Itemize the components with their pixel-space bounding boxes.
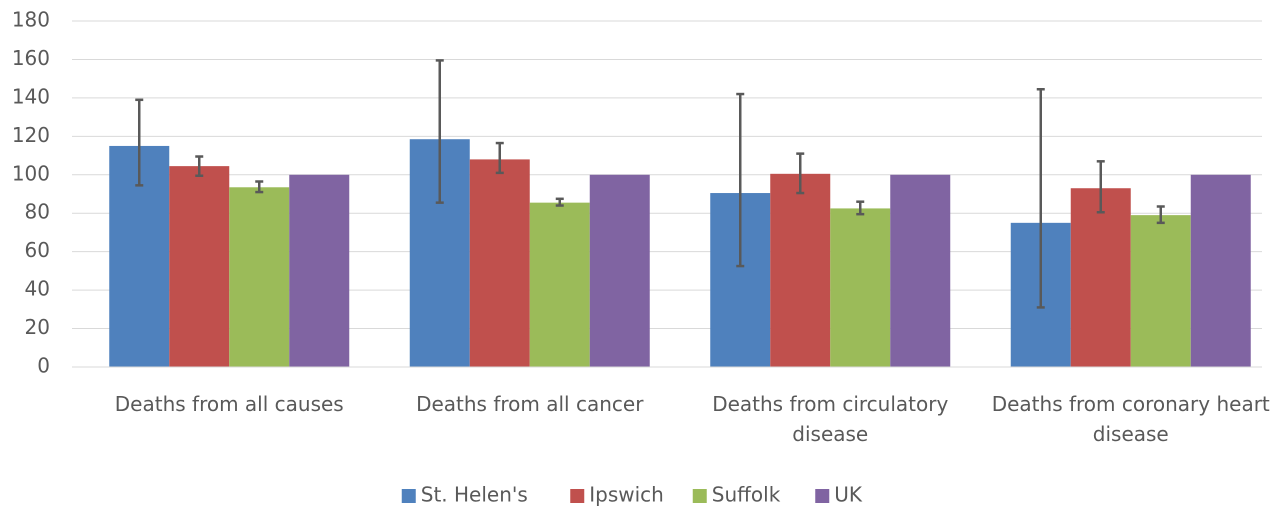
y-tick-label: 0 xyxy=(37,354,50,378)
legend-swatch xyxy=(692,489,707,503)
legend-swatch xyxy=(401,489,416,503)
error-bar xyxy=(555,197,564,207)
error-bar xyxy=(435,59,444,204)
y-tick-label: 180 xyxy=(12,8,50,32)
y-tick-label: 40 xyxy=(25,277,50,301)
legend-label: Suffolk xyxy=(712,483,781,507)
y-tick-label: 80 xyxy=(25,200,50,224)
bar xyxy=(229,187,290,367)
error-bar xyxy=(1036,87,1045,309)
bar xyxy=(830,208,891,367)
x-tick-label: Deaths from coronary heart disease xyxy=(991,392,1270,446)
x-tick-label: Deaths from circulatory disease xyxy=(712,392,949,446)
error-bar xyxy=(1156,205,1165,225)
y-tick-label: 140 xyxy=(12,84,50,108)
legend-swatch xyxy=(570,489,585,503)
bar xyxy=(169,166,230,367)
y-tick-label: 120 xyxy=(12,123,50,147)
bar xyxy=(289,174,350,367)
error-bar xyxy=(135,98,144,187)
bar xyxy=(469,159,530,367)
error-bar xyxy=(255,180,264,194)
error-bar xyxy=(1096,160,1105,214)
bar xyxy=(1130,215,1191,367)
error-bar xyxy=(856,200,865,216)
y-tick-label: 20 xyxy=(25,315,50,339)
legend-label: Ipswich xyxy=(589,483,664,507)
y-tick-label: 100 xyxy=(12,161,50,185)
error-bar xyxy=(195,155,204,177)
bar xyxy=(770,173,831,367)
legend-swatch xyxy=(815,489,830,503)
bar xyxy=(529,202,590,367)
bar xyxy=(1070,188,1131,367)
x-tick-label: Deaths from all cancer xyxy=(416,392,644,416)
x-tick-label: Deaths from all causes xyxy=(114,392,344,416)
y-tick-label: 160 xyxy=(12,46,50,70)
error-bar xyxy=(736,92,745,268)
legend-label: UK xyxy=(834,483,863,507)
bar xyxy=(890,174,951,367)
bar xyxy=(1190,174,1251,367)
y-tick-label: 60 xyxy=(25,238,50,262)
bar xyxy=(589,174,650,367)
error-bar xyxy=(495,141,504,175)
legend-label: St. Helen's xyxy=(421,483,528,507)
error-bar xyxy=(796,152,805,195)
